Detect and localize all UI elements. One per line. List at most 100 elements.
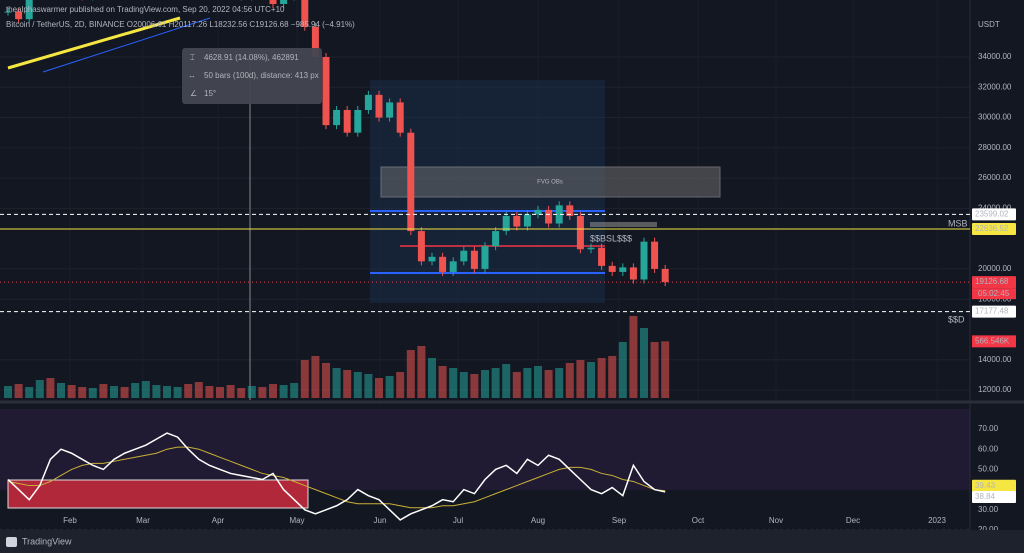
candle-body <box>576 215 584 250</box>
header: thealphaswarmer published on TradingView… <box>6 5 285 14</box>
candle-body <box>502 215 510 232</box>
volume-bar <box>385 376 394 398</box>
candle-body <box>545 209 553 224</box>
axis-tag <box>972 490 1016 503</box>
price-tick-label: 14000.00 <box>978 355 1012 364</box>
tooltip-line: 4628.91 (14.08%), 462891 <box>204 53 299 62</box>
month-label: Nov <box>769 516 783 525</box>
volume-bar <box>78 387 87 398</box>
candle-body <box>619 267 627 272</box>
candle-body <box>354 109 362 133</box>
volume-bar <box>35 380 44 398</box>
volume-bar <box>650 342 659 398</box>
volume-bar <box>216 387 224 398</box>
volume-bar <box>618 342 627 398</box>
volume-tag-label: 566.546K <box>975 336 1010 345</box>
axis-tag-label: 17177.48 <box>975 307 1009 316</box>
axis-tag <box>972 208 1016 221</box>
candle-body <box>513 215 521 227</box>
volume-bar <box>88 388 97 398</box>
candle-body <box>15 11 23 20</box>
rsi-ma-line <box>7 446 666 509</box>
volume-bar <box>269 384 277 398</box>
trend-line <box>7 16 181 70</box>
candle-body <box>25 0 33 20</box>
candle-body <box>651 241 659 269</box>
volume-bar <box>311 356 320 398</box>
volume-bar <box>523 368 532 398</box>
candle-body <box>587 247 595 250</box>
countdown-tag <box>972 288 1016 300</box>
volume-bar <box>364 374 373 398</box>
month-label: Oct <box>692 516 705 525</box>
price-tick-label: 28000.00 <box>978 143 1012 152</box>
volume-bar <box>290 383 299 398</box>
volume-bar <box>194 382 203 398</box>
candle-body <box>428 256 436 262</box>
candle-body <box>4 11 12 13</box>
candle-body <box>470 250 478 269</box>
volume-bar <box>396 372 405 398</box>
axis-tag-label: 39.43 <box>975 481 996 490</box>
month-label: Jun <box>374 516 387 525</box>
volume-bar <box>141 381 150 398</box>
volume-bar <box>343 370 352 398</box>
candle-body <box>629 267 637 280</box>
volume-bar <box>629 316 638 398</box>
volume-bar <box>375 378 383 398</box>
plots <box>4 0 670 398</box>
volume-bar <box>587 362 595 398</box>
price-tick-label: 12000.00 <box>978 385 1012 394</box>
volume-bar <box>14 384 23 398</box>
rsi-tick-label: 50.00 <box>978 465 999 474</box>
highlight-box <box>7 479 309 509</box>
axis-tag <box>972 479 1016 492</box>
month-label: Feb <box>63 516 77 525</box>
ob-box <box>590 222 657 227</box>
volume-bar <box>576 360 585 398</box>
volume-bar <box>163 386 171 398</box>
symbol-legend: Bitcoin / TetherUS, 2D, BINANCE O20006.6… <box>6 20 355 29</box>
axis-unit: USDT <box>978 20 1000 29</box>
volume-bar <box>205 386 214 398</box>
volume-bar <box>247 386 256 398</box>
price-tick-label: 34000.00 <box>978 52 1012 61</box>
price-tick-label: 30000.00 <box>978 113 1012 122</box>
month-label: Mar <box>136 516 150 525</box>
price-tick-label: 26000.00 <box>978 173 1012 182</box>
countdown-label: 05:02:45 <box>978 289 1010 298</box>
candle-body <box>566 205 574 216</box>
volume-bar <box>173 387 182 398</box>
volume-bar <box>597 358 606 398</box>
tooltip-icon: ↔ <box>188 71 196 80</box>
candle-body <box>598 247 606 266</box>
volume-bar <box>152 385 161 398</box>
candle-body <box>407 132 415 232</box>
axis-tag <box>972 223 1016 236</box>
volume-bar <box>428 358 436 398</box>
volume-bar <box>534 366 542 398</box>
candle-body <box>343 109 351 133</box>
candle-body <box>417 231 425 262</box>
volume-bar <box>279 385 288 398</box>
volume-bar <box>608 356 617 398</box>
volume-bar <box>258 387 267 398</box>
volume-bar <box>120 387 129 398</box>
rsi-tick-label: 20.00 <box>978 525 999 534</box>
month-label: Sep <box>612 516 627 525</box>
volume-bar <box>4 386 12 398</box>
volume-bar <box>470 374 479 398</box>
candle-body <box>311 26 319 57</box>
volume-bar <box>25 387 34 398</box>
volume-bar <box>57 383 65 398</box>
volume-bar <box>459 372 468 398</box>
volume-bar <box>544 370 553 398</box>
axis-tag-label: 23599.02 <box>975 210 1009 219</box>
axis-tag-label: 19126.68 <box>975 277 1009 286</box>
volume-bar <box>322 363 330 398</box>
fvg-label: FVG OBs <box>537 180 563 186</box>
footer-brand: TradingView <box>22 536 72 546</box>
candle-body <box>523 214 531 227</box>
ssd-label: $$D <box>948 314 965 324</box>
